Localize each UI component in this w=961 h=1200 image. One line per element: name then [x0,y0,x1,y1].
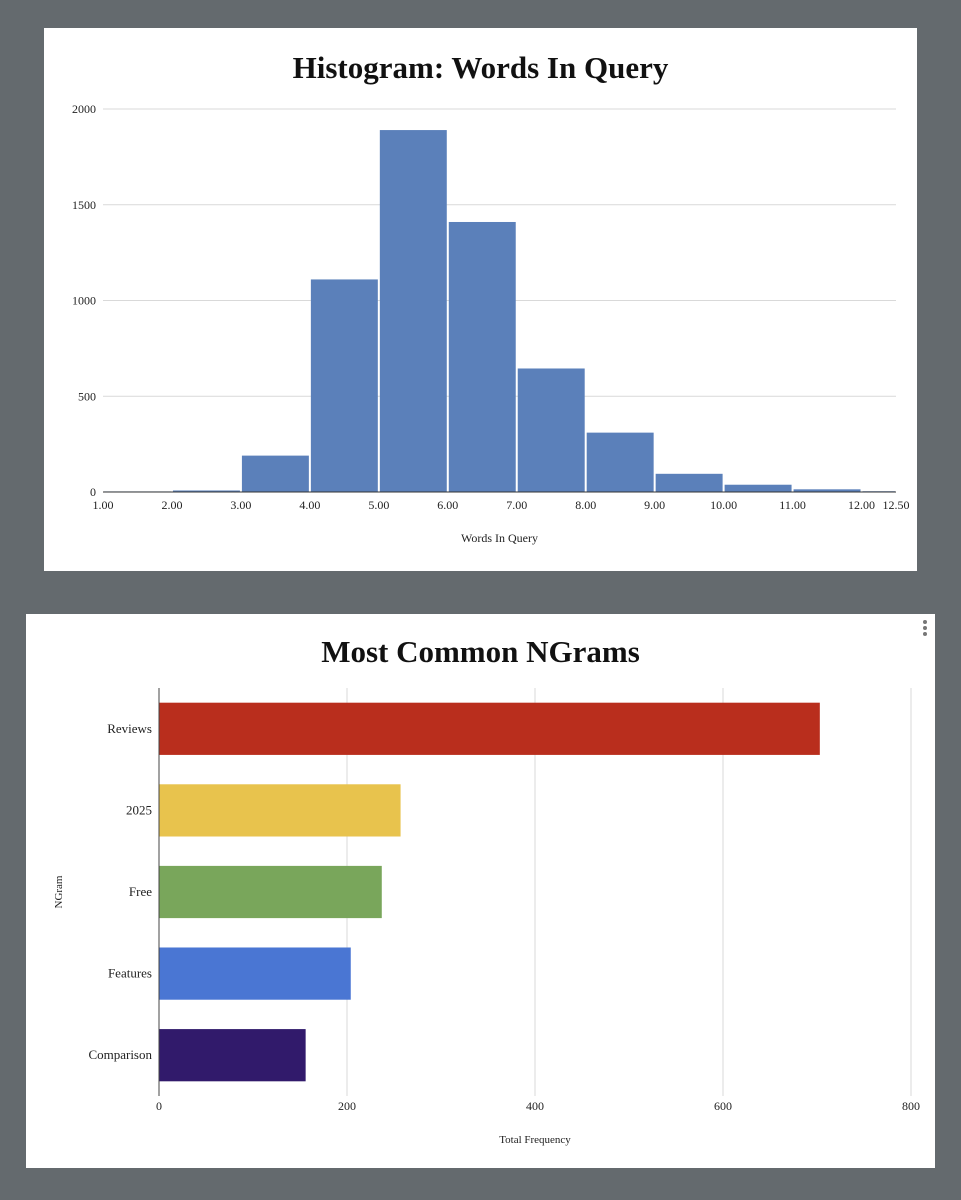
x-tick-label: 6.00 [437,498,458,512]
histogram-bar [586,432,654,492]
histogram-bar [172,490,240,492]
histogram-bar [241,455,309,492]
x-tick-label: 800 [902,1099,920,1113]
y-tick-label: Reviews [107,721,152,736]
x-tick-label: 200 [338,1099,356,1113]
x-axis-label: Total Frequency [499,1134,571,1146]
y-tick-label: 0 [90,485,96,499]
more-vert-icon[interactable] [921,618,929,636]
ngram-panel: Most Common NGrams 0 200 400 600 800 Reviews 2… [26,614,935,1168]
x-tick-label: 10.00 [710,498,737,512]
ngram-bar [159,702,820,755]
y-tick-label: 2000 [72,102,96,116]
y-tick-label: Features [108,966,152,981]
ngram-title: Most Common NGrams [321,634,640,669]
x-tick-label: 600 [714,1099,732,1113]
y-tick-label: 1000 [72,294,96,308]
x-tick-label: 9.00 [644,498,665,512]
x-tick-label: 3.00 [230,498,251,512]
ngram-bar [159,947,351,1000]
histogram-bar [724,484,792,492]
x-tick-label: 12.50 [883,498,910,512]
x-tick-label: 1.00 [93,498,114,512]
histogram-chart: 0 500 1000 1500 2000 1.00 2.00 3.00 4.00 5.00 6.00… [72,102,910,545]
x-tick-label: 2.00 [161,498,182,512]
y-tick-label: 1500 [72,198,96,212]
histogram-panel: Histogram: Words In Query 0 500 1000 1500 20… [44,28,917,571]
x-tick-label: 8.00 [575,498,596,512]
histogram-bar [448,221,516,493]
x-tick-label: 4.00 [299,498,320,512]
histogram-bar [655,473,723,492]
y-tick-label: Free [129,884,152,899]
x-tick-label: 400 [526,1099,544,1113]
ngram-bar [159,784,401,837]
ngram-chart: 0 200 400 600 800 Reviews 2025 Free Features Comp… [53,688,920,1146]
x-axis-label: Words In Query [461,531,538,545]
x-tick-label: 12.00 [848,498,875,512]
y-tick-label: 500 [78,389,96,403]
ngram-bar [159,865,382,919]
histogram-bar [310,279,378,492]
x-tick-label: 11.00 [779,498,806,512]
x-tick-label: 5.00 [368,498,389,512]
y-tick-label: 2025 [126,802,152,817]
ngram-bar [159,1029,306,1082]
x-tick-label: 0 [156,1099,162,1113]
y-tick-label: Comparison [88,1047,152,1062]
histogram-title: Histogram: Words In Query [292,50,669,85]
x-tick-label: 7.00 [506,498,527,512]
y-axis-label: NGram [53,875,65,908]
histogram-bar [517,368,585,492]
histogram-bar [379,130,447,492]
histogram-bar [793,489,861,492]
